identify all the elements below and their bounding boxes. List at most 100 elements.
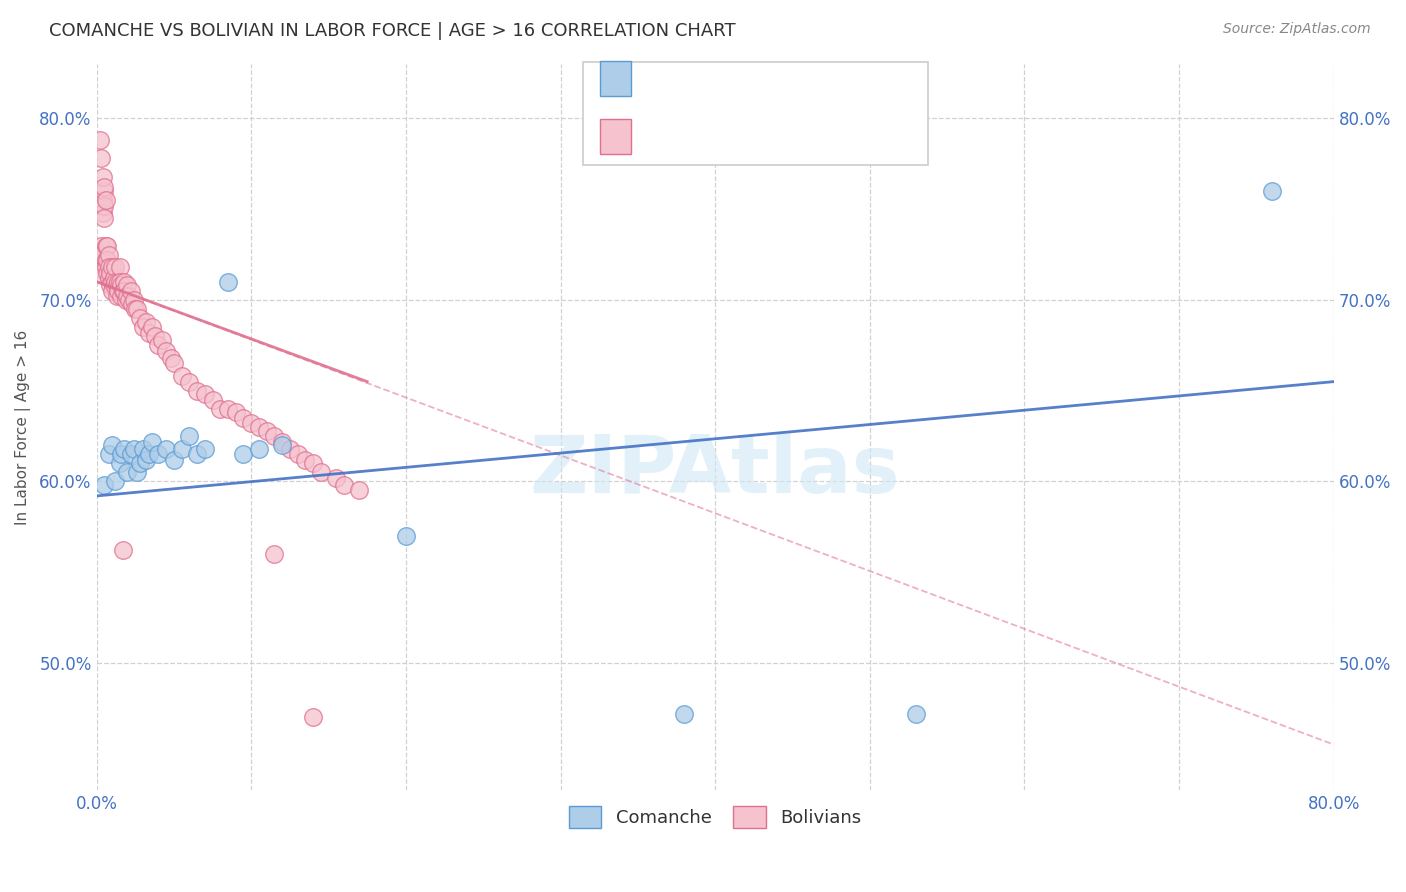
Point bbox=[111, 284, 134, 298]
Point bbox=[150, 333, 173, 347]
Point bbox=[170, 369, 193, 384]
Point bbox=[179, 429, 201, 443]
Point bbox=[163, 356, 186, 370]
Point bbox=[96, 266, 118, 280]
Point bbox=[232, 411, 254, 425]
Point bbox=[89, 133, 111, 147]
Point bbox=[395, 529, 418, 543]
Point bbox=[309, 466, 332, 480]
Point bbox=[93, 211, 115, 226]
Point bbox=[93, 184, 115, 198]
Point bbox=[105, 289, 128, 303]
Point bbox=[155, 442, 177, 456]
Point bbox=[103, 278, 125, 293]
Point bbox=[111, 543, 134, 558]
Point bbox=[104, 475, 127, 489]
Point bbox=[194, 387, 217, 401]
Point bbox=[125, 301, 148, 316]
Point bbox=[118, 293, 141, 307]
Point bbox=[110, 289, 132, 303]
Point bbox=[155, 343, 177, 358]
Point bbox=[263, 547, 285, 561]
Text: Source: ZipAtlas.com: Source: ZipAtlas.com bbox=[1223, 22, 1371, 37]
Point bbox=[90, 238, 112, 252]
Point bbox=[1261, 184, 1284, 198]
Point bbox=[138, 326, 160, 340]
Text: ZIPAtlas: ZIPAtlas bbox=[530, 432, 900, 509]
Point bbox=[247, 442, 270, 456]
Point bbox=[135, 452, 157, 467]
Point bbox=[101, 284, 124, 298]
Point bbox=[240, 417, 263, 431]
Point bbox=[143, 329, 166, 343]
Point bbox=[93, 180, 115, 194]
Point bbox=[89, 266, 111, 280]
Point bbox=[91, 169, 114, 184]
Point bbox=[278, 442, 301, 456]
Point bbox=[91, 206, 114, 220]
Point bbox=[104, 260, 127, 275]
Point bbox=[101, 438, 124, 452]
Point bbox=[138, 447, 160, 461]
Point bbox=[141, 434, 163, 449]
Text: -0.133: -0.133 bbox=[681, 128, 745, 145]
Point bbox=[673, 706, 696, 721]
Point bbox=[247, 420, 270, 434]
Point bbox=[128, 456, 150, 470]
Point bbox=[232, 447, 254, 461]
Point bbox=[125, 466, 148, 480]
Point bbox=[117, 466, 139, 480]
Point bbox=[108, 275, 131, 289]
Point bbox=[120, 284, 142, 298]
Point bbox=[302, 710, 325, 724]
Point bbox=[97, 271, 120, 285]
Point bbox=[122, 442, 145, 456]
Text: 0.211: 0.211 bbox=[688, 70, 744, 87]
Point bbox=[108, 456, 131, 470]
Point bbox=[271, 438, 294, 452]
Text: N =: N = bbox=[744, 128, 783, 145]
Point bbox=[101, 260, 124, 275]
Point bbox=[103, 271, 125, 285]
Point bbox=[107, 275, 129, 289]
Point bbox=[96, 253, 118, 268]
Point bbox=[112, 275, 135, 289]
Point bbox=[294, 452, 316, 467]
Point bbox=[97, 447, 120, 461]
Text: R =: R = bbox=[645, 128, 685, 145]
Text: N =: N = bbox=[744, 70, 783, 87]
Point bbox=[170, 442, 193, 456]
Point bbox=[110, 447, 132, 461]
Point bbox=[94, 253, 117, 268]
Point bbox=[117, 289, 139, 303]
Point bbox=[122, 293, 145, 307]
Point bbox=[302, 456, 325, 470]
Point bbox=[186, 384, 208, 398]
Point bbox=[110, 278, 132, 293]
Point bbox=[94, 238, 117, 252]
Point bbox=[100, 278, 122, 293]
Point bbox=[209, 401, 232, 416]
Point bbox=[148, 338, 170, 352]
Point bbox=[333, 478, 356, 492]
Point bbox=[108, 260, 131, 275]
Point bbox=[263, 429, 285, 443]
Point bbox=[93, 198, 115, 212]
Point bbox=[121, 296, 143, 310]
Point bbox=[91, 193, 114, 207]
Text: COMANCHE VS BOLIVIAN IN LABOR FORCE | AGE > 16 CORRELATION CHART: COMANCHE VS BOLIVIAN IN LABOR FORCE | AG… bbox=[49, 22, 735, 40]
Point bbox=[225, 405, 247, 419]
Text: R =: R = bbox=[645, 70, 685, 87]
Point bbox=[100, 266, 122, 280]
Point bbox=[256, 424, 278, 438]
Point bbox=[179, 375, 201, 389]
Point bbox=[186, 447, 208, 461]
Point bbox=[112, 284, 135, 298]
Point bbox=[120, 447, 142, 461]
Point bbox=[105, 278, 128, 293]
Point bbox=[115, 293, 138, 307]
Point bbox=[194, 442, 217, 456]
Point bbox=[117, 278, 139, 293]
Point bbox=[101, 275, 124, 289]
Point bbox=[90, 247, 112, 261]
